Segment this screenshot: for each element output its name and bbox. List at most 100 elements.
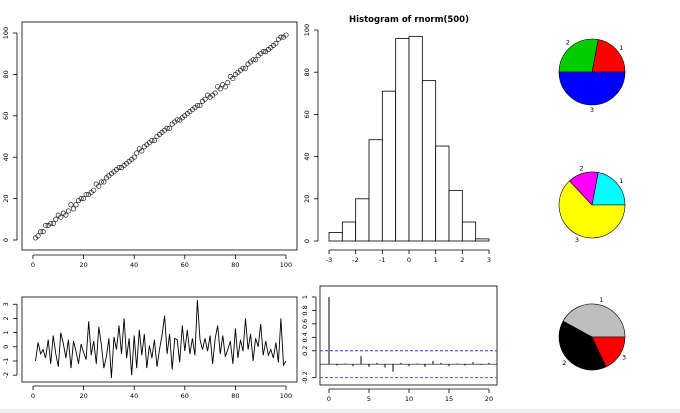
pie-slice [591, 336, 626, 368]
acf-y-tick-label: 0.4 [301, 332, 309, 342]
pie-slice-label: 3 [575, 236, 579, 244]
series-y-tick-label: 1 [2, 331, 10, 335]
scatter-point [70, 206, 76, 212]
acf-x-tick-label: 10 [405, 395, 413, 403]
series-y-tick-label: 0 [2, 345, 10, 349]
scatter-point [230, 76, 236, 82]
hist-y-tick-label: 100 [303, 24, 311, 36]
histogram-bar [435, 145, 450, 242]
histogram-bar [355, 198, 370, 242]
scatter-x-tick-label: 100 [280, 261, 292, 269]
hist-y-tick-label: 60 [303, 110, 311, 118]
hist-x-tick-label: -2 [352, 256, 358, 264]
scatter-point [250, 57, 256, 63]
scatter-x-tick-label: 60 [181, 261, 189, 269]
histogram-title: Histogram of rnorm(500) [349, 15, 469, 25]
scatter-point [43, 223, 49, 229]
pie-slice-label: 2 [562, 359, 566, 367]
histogram-panel: Histogram of rnorm(500) -3 -2 -1 0 1 2 3 0 20 40 6… [303, 15, 491, 264]
acf-plot-box [319, 285, 498, 386]
pie-slice [558, 320, 607, 371]
scatter-point [68, 202, 74, 208]
scatter-point [81, 196, 87, 202]
pie-slice [591, 172, 626, 206]
scatter-point [134, 150, 140, 156]
pie-slice [558, 71, 626, 106]
scatter-panel: 0 20 40 60 80 100 0 20 40 60 80 100 [2, 21, 298, 269]
scatter-y-tick-label: 60 [2, 112, 10, 120]
series-y-tick-label: 3 [2, 302, 10, 306]
series-x-tick-label: 40 [130, 392, 138, 400]
hist-x-tick-label: -1 [379, 256, 385, 264]
acf-x-tick-label: 0 [327, 395, 331, 403]
scatter-y-tick-label: 100 [2, 27, 10, 39]
scatter-plot-box [21, 21, 298, 251]
histogram-bar [461, 221, 477, 242]
histogram-bar [341, 221, 357, 242]
hist-y-tick-label: 80 [303, 68, 311, 76]
hist-x-tick-label: -3 [326, 256, 332, 264]
scatter-point [222, 84, 228, 90]
scatter-point [151, 138, 157, 144]
scatter-point [73, 202, 79, 208]
scatter-point [225, 80, 231, 86]
scatter-point [83, 191, 89, 197]
histogram-bar [408, 35, 423, 242]
histogram-bar [395, 38, 410, 242]
scatter-y-tick-label: 20 [2, 194, 10, 202]
hist-y-tick-label: 40 [303, 152, 311, 160]
scatter-point [273, 40, 279, 46]
pie-slice [558, 38, 599, 73]
time-series-box [21, 296, 298, 383]
scatter-point [283, 32, 289, 38]
acf-panel: 0 5 10 15 20 -0.2 0.2 0.4 0.6 0.8 1 [301, 285, 498, 403]
scatter-point [78, 196, 84, 202]
acf-x-tick-label: 5 [367, 395, 371, 403]
scatter-point [96, 183, 102, 189]
pie-slice-label: 3 [590, 106, 594, 114]
scatter-point [174, 117, 180, 123]
acf-y-tick-label: 0.6 [301, 319, 309, 329]
pie-slice-label: 2 [566, 39, 570, 47]
scatter-point [58, 214, 64, 220]
scatter-x-tick-label: 0 [31, 261, 35, 269]
scatter-point [38, 229, 44, 235]
pie-chart-top: 1 2 3 [558, 38, 626, 114]
scatter-point [243, 65, 249, 71]
scatter-x-tick-label: 80 [231, 261, 239, 269]
scatter-point [278, 34, 284, 40]
hist-x-tick-label: 0 [407, 256, 411, 264]
histogram-bar [368, 139, 383, 242]
scatter-point [40, 229, 46, 235]
hist-y-tick-label: 20 [303, 195, 311, 203]
histogram-bar [475, 238, 490, 242]
scatter-y-tick-label: 0 [2, 238, 10, 242]
scatter-point [98, 179, 104, 185]
pie-slice [558, 180, 626, 239]
scatter-point [197, 102, 203, 108]
acf-y-tick-label: 0.2 [301, 346, 309, 356]
scatter-y-tick-label: 40 [2, 153, 10, 161]
hist-x-tick-label: 2 [460, 256, 464, 264]
scatter-point [202, 96, 208, 102]
scatter-point [50, 220, 56, 226]
scatter-point [139, 148, 145, 154]
acf-x-tick-label: 15 [445, 395, 453, 403]
pie-slice-label: 3 [622, 353, 626, 361]
scatter-point [149, 138, 155, 144]
scatter-point [131, 154, 137, 160]
scatter-x-tick-label: 40 [130, 261, 138, 269]
histogram-bar [448, 189, 463, 242]
pie-slice-label: 1 [599, 296, 603, 304]
series-x-tick-label: 80 [231, 392, 239, 400]
pie-chart-middle: 1 2 3 [558, 165, 626, 244]
scatter-point [101, 179, 107, 185]
acf-x-tick-label: 20 [485, 395, 493, 403]
scatter-point [164, 125, 170, 131]
time-series-line [35, 299, 287, 379]
scatter-point [212, 90, 218, 96]
hist-x-tick-label: 3 [487, 256, 491, 264]
scatter-point [53, 216, 59, 222]
